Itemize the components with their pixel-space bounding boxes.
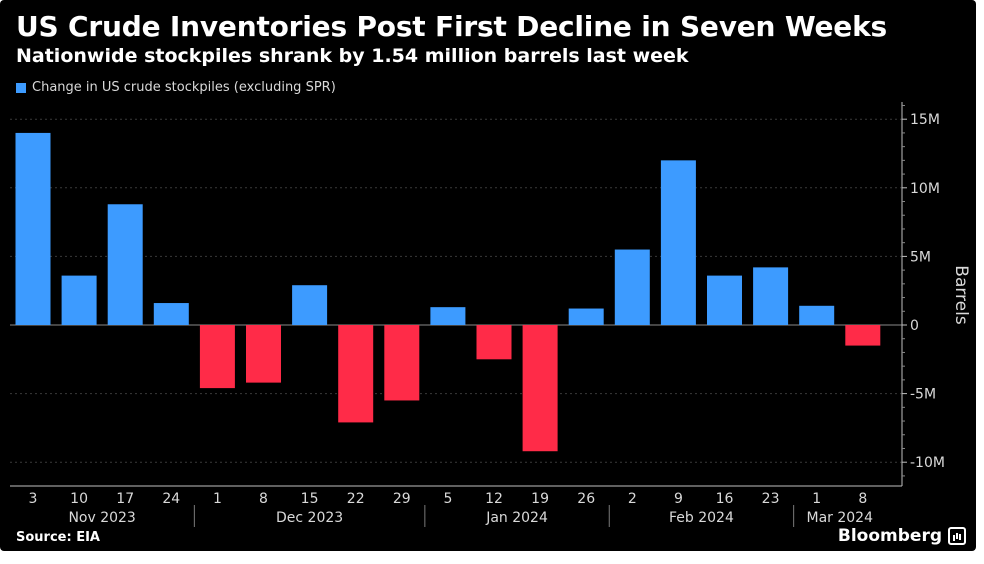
bar (753, 267, 789, 325)
x-tick-label: 24 (162, 491, 180, 507)
bar (338, 325, 374, 423)
bar (107, 204, 143, 325)
legend: Change in US crude stockpiles (excluding… (16, 80, 336, 95)
bloomberg-chart-icon (948, 527, 966, 545)
bar (568, 308, 604, 325)
bar (799, 305, 835, 325)
x-tick-label: 12 (485, 491, 503, 507)
y-tick-label: -5M (910, 387, 936, 403)
bar (61, 275, 97, 325)
legend-label: Change in US crude stockpiles (excluding… (32, 80, 336, 95)
x-tick-label: 16 (716, 491, 734, 507)
x-tick-label: 1 (812, 491, 821, 507)
y-tick-label: -10M (910, 455, 945, 471)
bar (384, 325, 420, 401)
legend-swatch (16, 82, 26, 93)
month-label: Feb 2024 (669, 510, 734, 526)
y-tick-label: 15M (910, 112, 940, 128)
x-tick-label: 3 (29, 491, 38, 507)
bar (292, 285, 328, 325)
x-tick-label: 23 (762, 491, 780, 507)
x-tick-label: 22 (347, 491, 365, 507)
source-note: Source: EIA (16, 530, 100, 545)
y-tick-label: 0 (910, 318, 919, 334)
bar (15, 132, 51, 325)
bar (199, 325, 235, 389)
bar (614, 249, 650, 325)
x-tick-label: 8 (858, 491, 867, 507)
x-tick-label: 17 (116, 491, 134, 507)
month-label: Nov 2023 (68, 510, 135, 526)
y-tick-label: 5M (910, 249, 931, 265)
x-tick-label: 10 (70, 491, 88, 507)
x-tick-label: 5 (443, 491, 452, 507)
chart-subtitle: Nationwide stockpiles shrank by 1.54 mil… (16, 45, 689, 67)
brand-name: Bloomberg (837, 526, 942, 546)
x-tick-label: 15 (301, 491, 319, 507)
bar (476, 325, 512, 360)
x-tick-label: 29 (393, 491, 411, 507)
chart-card: US Crude Inventories Post First Decline … (0, 0, 976, 551)
x-tick-label: 19 (531, 491, 549, 507)
x-tick-label: 26 (577, 491, 595, 507)
bar (707, 275, 742, 325)
x-tick-label: 2 (628, 491, 637, 507)
x-tick-label: 9 (674, 491, 683, 507)
month-label: Mar 2024 (807, 510, 874, 526)
bar (845, 325, 881, 346)
bar (246, 325, 281, 383)
y-tick-label: 10M (910, 181, 940, 197)
bar (430, 307, 466, 325)
brand-logo: Bloomberg (838, 526, 966, 546)
bar (660, 160, 696, 325)
bar (522, 325, 558, 452)
bar (153, 303, 189, 325)
month-label: Jan 2024 (485, 510, 548, 526)
chart-title: US Crude Inventories Post First Decline … (16, 10, 887, 43)
y-axis-title: Barrels (951, 265, 971, 325)
x-tick-label: 8 (259, 491, 268, 507)
x-tick-label: 1 (213, 491, 222, 507)
month-label: Dec 2023 (276, 510, 343, 526)
